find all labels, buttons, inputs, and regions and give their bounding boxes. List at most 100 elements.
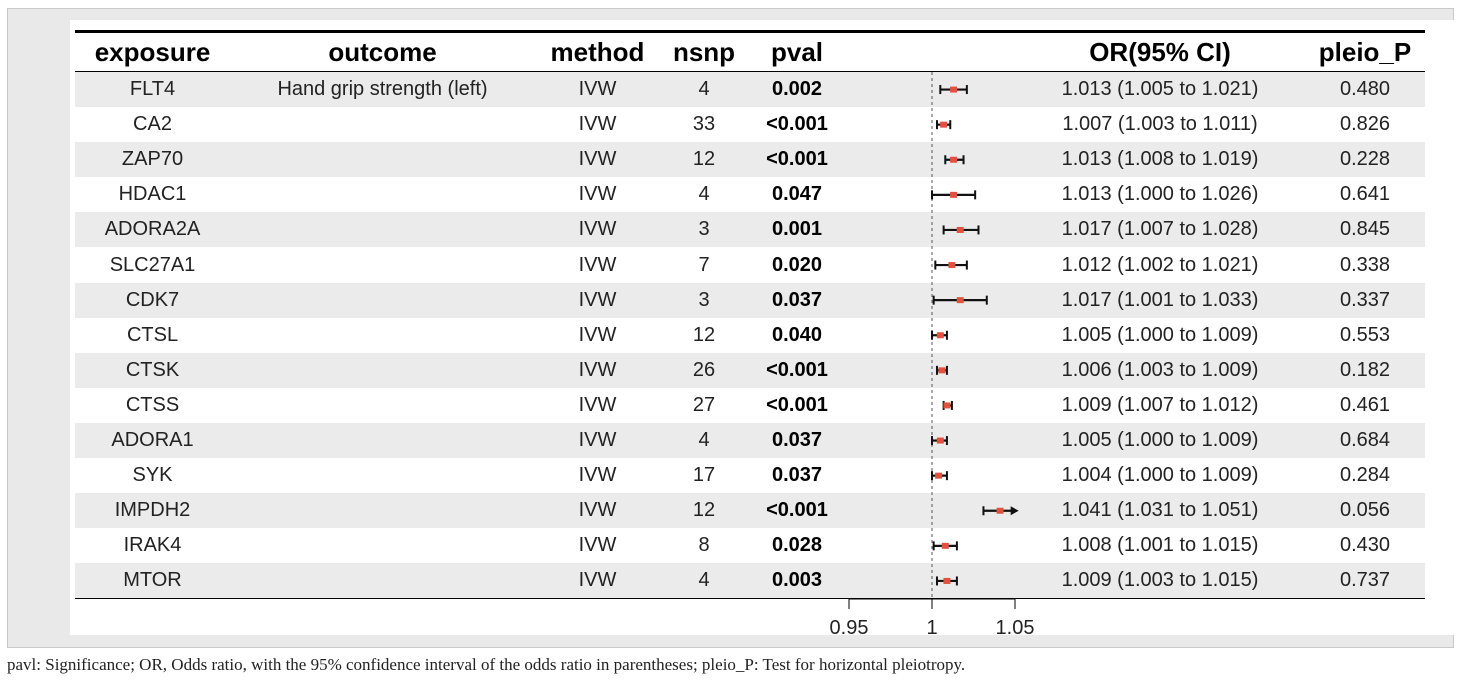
cell-pval: 0.040 (771, 323, 823, 346)
or-point (936, 437, 944, 444)
cell-exposure: CA2 (133, 113, 172, 136)
or-point (950, 191, 958, 198)
cell-nsnp: 26 (692, 358, 716, 381)
cell-pval: 0.037 (771, 288, 823, 311)
bottom-rule (75, 598, 1425, 599)
table-row: HDAC1 IVW 4 0.047 1.013 (1.000 to 1.026) 0.64… (75, 177, 1425, 212)
cell-exposure: FLT4 (129, 78, 176, 100)
header-outcome: outcome (328, 37, 437, 67)
table-row: CTSL IVW 12 0.040 1.005 (1.000 to 1.009) 0.55… (75, 318, 1425, 353)
or-point (940, 121, 948, 128)
cell-method: IVW (578, 569, 617, 592)
or-point (950, 86, 958, 93)
header-pval: pval (770, 37, 824, 67)
cell-pval: 0.002 (771, 78, 823, 100)
cell-or-text: 1.041 (1.031 to 1.051) (1061, 499, 1259, 522)
or-point (956, 226, 964, 233)
cell-or-text: 1.009 (1.007 to 1.012) (1061, 393, 1259, 416)
header-or-ci: OR(95% CI) (1089, 37, 1231, 67)
cell-nsnp: 27 (692, 393, 716, 416)
table-row: ADORA1 IVW 4 0.037 1.005 (1.000 to 1.009) 0.6… (75, 423, 1425, 459)
table-row: IRAK4 IVW 8 0.028 1.008 (1.001 to 1.015) 0.43… (75, 528, 1425, 563)
cell-nsnp: 4 (698, 78, 710, 100)
cell-exposure: CTSK (125, 358, 180, 381)
cell-method: IVW (578, 358, 617, 381)
cell-nsnp: 7 (698, 253, 710, 276)
or-point (936, 332, 944, 339)
cell-nsnp: 12 (692, 499, 716, 522)
cell-method: IVW (578, 148, 617, 171)
cell-pval: 0.047 (771, 183, 823, 206)
table-row: CTSK IVW 26 <0.001 1.006 (1.003 to 1.009) 0.1… (75, 352, 1425, 388)
cell-or-text: 1.006 (1.003 to 1.009) (1061, 358, 1259, 381)
header-pleio: pleio_P (1318, 37, 1412, 67)
or-point (941, 542, 949, 549)
cell-outcome: Hand grip strength (left) (277, 78, 488, 100)
cell-nsnp: 4 (698, 429, 710, 451)
cell-pleio: 0.480 (1339, 78, 1391, 100)
cell-exposure: ZAP70 (121, 148, 184, 171)
figure-panel (70, 20, 1454, 635)
cell-or-text: 1.008 (1.001 to 1.015) (1061, 534, 1259, 557)
cell-nsnp: 3 (698, 218, 710, 241)
cell-pleio: 0.430 (1339, 534, 1391, 557)
cell-method: IVW (578, 393, 617, 416)
cell-or-text: 1.012 (1.002 to 1.021) (1061, 253, 1259, 276)
cell-pleio: 0.337 (1339, 288, 1391, 311)
or-point (996, 507, 1004, 514)
cell-pleio: 0.553 (1339, 323, 1391, 346)
cell-method: IVW (578, 499, 617, 522)
cell-or-text: 1.005 (1.000 to 1.009) (1061, 429, 1259, 451)
table-row: SYK IVW 17 0.037 1.004 (1.000 to 1.009) 0.284 (75, 458, 1425, 493)
cell-nsnp: 4 (698, 183, 710, 206)
or-point (938, 367, 946, 374)
x-tick-label: 1 (926, 617, 937, 639)
cell-pleio: 0.826 (1339, 113, 1391, 136)
cell-pleio: 0.056 (1339, 499, 1391, 522)
table-row: CTSS IVW 27 <0.001 1.009 (1.007 to 1.012) 0.4… (75, 388, 1425, 423)
or-point (943, 577, 951, 584)
cell-pval: 0.020 (771, 253, 823, 276)
cell-method: IVW (578, 78, 617, 100)
cell-pleio: 0.338 (1339, 253, 1391, 276)
or-point (956, 297, 964, 304)
cell-or-text: 1.017 (1.007 to 1.028) (1061, 218, 1259, 241)
cell-exposure: HDAC1 (118, 183, 187, 206)
cell-pval: <0.001 (766, 113, 828, 136)
cell-pleio: 0.684 (1339, 429, 1391, 451)
cell-pleio: 0.641 (1339, 183, 1391, 206)
cell-pval: 0.037 (771, 429, 823, 451)
cell-or-text: 1.013 (1.008 to 1.019) (1061, 148, 1259, 171)
cell-method: IVW (578, 288, 617, 311)
cell-pleio: 0.737 (1339, 569, 1391, 592)
cell-method: IVW (578, 323, 617, 346)
cell-exposure: SYK (132, 464, 173, 487)
header-rule (75, 71, 1425, 72)
cell-or-text: 1.009 (1.003 to 1.015) (1061, 569, 1259, 592)
x-tick-label: 1.05 (996, 617, 1035, 639)
table-row: IMPDH2 IVW 12 <0.001 1.041 (1.031 to 1.051) 0… (75, 493, 1425, 529)
cell-or-text: 1.004 (1.000 to 1.009) (1061, 464, 1259, 487)
cell-pval: <0.001 (766, 393, 828, 416)
header-method: method (550, 37, 645, 67)
cell-nsnp: 4 (698, 569, 710, 592)
cell-exposure: CDK7 (125, 288, 180, 311)
table-row: CDK7 IVW 3 0.037 1.017 (1.001 to 1.033) 0.337 (75, 282, 1425, 318)
cell-exposure: SLC27A1 (109, 253, 196, 276)
cell-exposure: ADORA2A (104, 218, 201, 241)
cell-pval: <0.001 (766, 148, 828, 171)
cell-pleio: 0.461 (1339, 393, 1391, 416)
cell-pval: 0.037 (771, 464, 823, 487)
table-row: SLC27A1 IVW 7 0.020 1.012 (1.002 to 1.021) 0.… (75, 248, 1425, 283)
top-rule (75, 30, 1425, 33)
cell-or-text: 1.005 (1.000 to 1.009) (1061, 323, 1259, 346)
cell-nsnp: 8 (698, 534, 710, 557)
cell-method: IVW (578, 464, 617, 487)
table-row: FLT4 Hand grip strength (left) IVW 4 0.002 1.… (75, 72, 1425, 108)
cell-exposure: MTOR (123, 569, 182, 592)
cell-pval: 0.001 (771, 218, 823, 241)
cell-pleio: 0.182 (1339, 358, 1391, 381)
or-point (935, 472, 943, 479)
cell-exposure: IRAK4 (123, 534, 182, 557)
